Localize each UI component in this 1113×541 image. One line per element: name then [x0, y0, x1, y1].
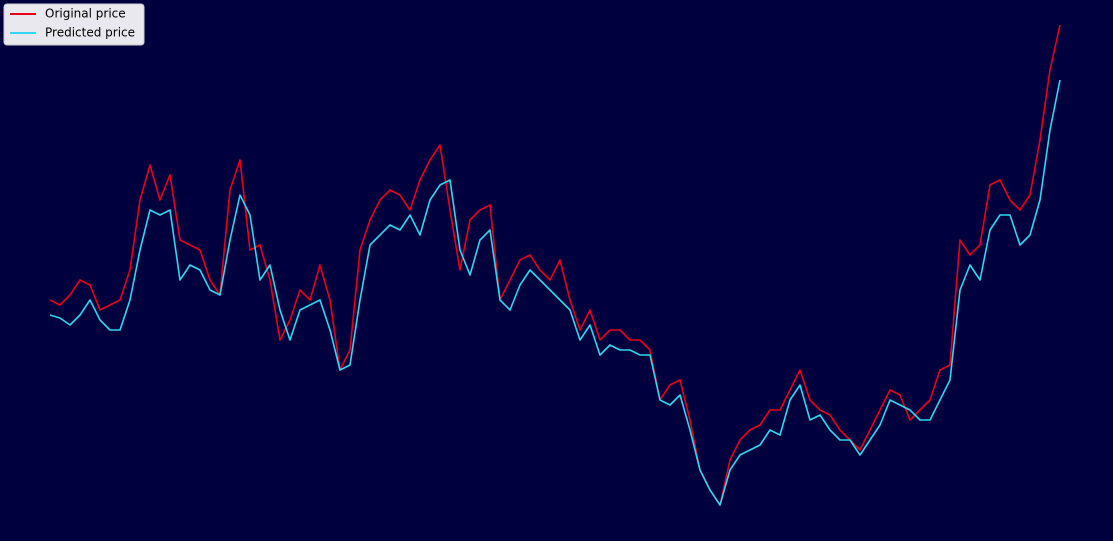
legend-label: Predicted price	[45, 26, 135, 40]
series-line	[49, 24, 1061, 506]
legend-label: Original price	[45, 7, 126, 21]
legend: Original price Predicted price	[3, 3, 145, 46]
series-line	[49, 79, 1061, 506]
lines	[49, 24, 1061, 506]
legend-box	[3, 3, 145, 46]
